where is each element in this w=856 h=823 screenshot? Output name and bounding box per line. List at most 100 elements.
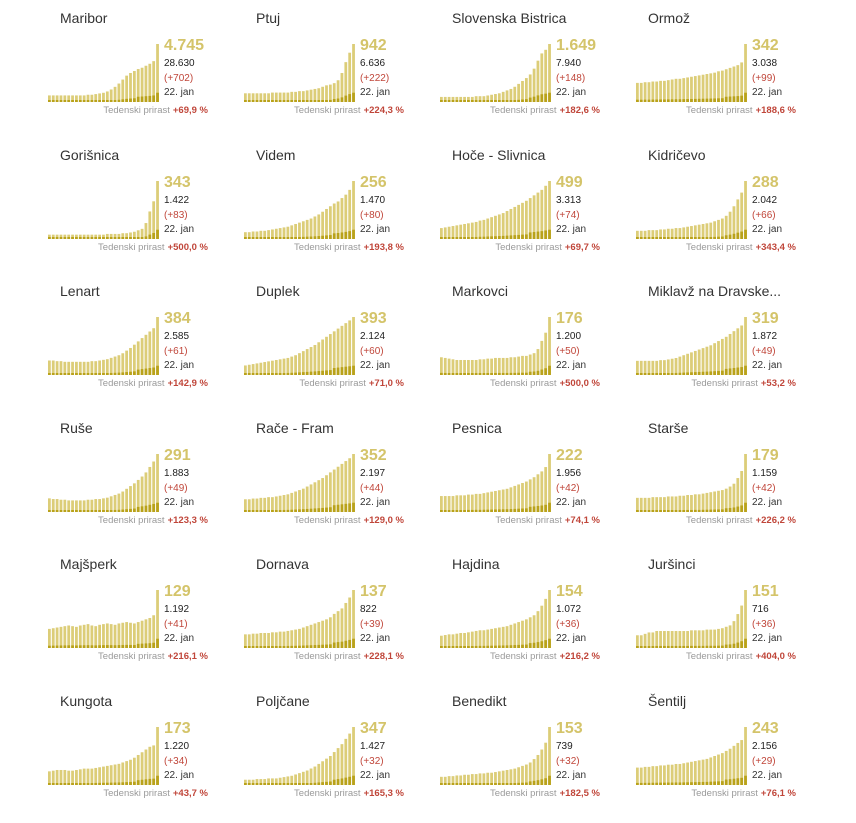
sparkline-bar-new (301, 782, 305, 785)
sparkline-bar (298, 353, 301, 375)
sparkline-bar (286, 775, 290, 785)
sparkline-bar-new (102, 373, 105, 375)
sparkline-bar-new (309, 782, 313, 785)
sparkline-bar (666, 631, 670, 648)
sparkline-bar-new (744, 638, 747, 648)
sparkline-bar-new (352, 775, 355, 785)
sparkline-bar (55, 361, 59, 375)
sparkline-bar-new (328, 234, 332, 239)
sparkline-bar-new (639, 99, 643, 102)
sparkline-bar-new (524, 99, 528, 102)
sparkline-bar (121, 353, 125, 375)
weekly-growth-value: +129,0 % (363, 514, 404, 526)
sparkline-bar (86, 361, 90, 375)
sparkline-bar (102, 234, 105, 239)
sparkline-bar (148, 331, 152, 375)
sparkline-bar (486, 491, 490, 512)
municipality-card: Poljčane 347 1.427 (+32) 22. jan Tedenski pri… (240, 687, 436, 823)
sparkline-bar-new (305, 100, 309, 102)
date-label: 22. jan (360, 496, 391, 508)
sparkline-bar (639, 360, 643, 375)
sparkline-bar-new (132, 508, 136, 512)
sparkline-bar (267, 361, 270, 375)
sparkline-bar (94, 767, 98, 785)
sparkline-bar-new (344, 503, 348, 512)
sparkline-bar-new (298, 645, 301, 648)
sparkline-bar-new (521, 372, 524, 375)
sparkline-bar-new (744, 502, 747, 512)
sparkline-bar-new (156, 775, 159, 785)
sparkline-bar-new (674, 781, 678, 785)
sparkline-bar-new (647, 509, 651, 512)
sparkline-bar (321, 86, 325, 102)
sparkline-bar (148, 466, 152, 512)
sparkline-bar-new (278, 509, 282, 512)
sparkline-bar (740, 62, 744, 102)
sparkline-bar (686, 77, 689, 102)
total-cases-value: 6.636 (360, 58, 386, 69)
sparkline-bar (724, 69, 728, 102)
sparkline-bar (532, 476, 536, 512)
sparkline-bar-new (705, 98, 709, 102)
sparkline-bar (686, 762, 689, 785)
municipality-card: Pesnica 222 1.956 (+42) 22. jan Tedenski prir… (436, 414, 632, 550)
sparkline-bar-new (82, 645, 86, 648)
sparkline-bar-new (678, 509, 682, 512)
total-cases-value: 2.197 (360, 467, 386, 479)
sparkline-bar (313, 88, 317, 102)
sparkline-bar (301, 351, 305, 375)
sparkline-bar (701, 74, 705, 102)
sparkline-bar (451, 96, 455, 102)
sparkline-bar (140, 476, 144, 512)
municipality-card: Slovenska Bistrica 1.649 7.940 (+148) 22. ja… (436, 4, 632, 140)
sparkline-bar (263, 93, 267, 102)
sparkline-bar-new (286, 509, 290, 512)
sparkline-bar-new (274, 100, 278, 102)
total-cases-value: 1.883 (164, 467, 190, 479)
sparkline-bar-new (666, 645, 670, 648)
sparkline-bar-new (713, 98, 717, 102)
sparkline-bar-new (109, 509, 113, 512)
sparkline-bar-new (332, 504, 336, 512)
sparkline-bar (328, 205, 332, 239)
sparkline-bar (117, 233, 121, 239)
sparkline-bar (152, 615, 156, 648)
sparkline-bar (255, 230, 259, 239)
sparkline-bar (129, 231, 132, 239)
sparkline-bar-new (470, 782, 474, 785)
sparkline-bar-new (678, 236, 682, 239)
sparkline-bar (336, 200, 340, 239)
sparkline-bar (121, 622, 125, 648)
sparkline-bar (132, 623, 136, 648)
sparkline-bar-new (67, 373, 71, 375)
sparkline-bar-new (636, 373, 639, 375)
sparkline-bar (717, 71, 720, 102)
total-cases-value: 1.470 (360, 194, 386, 206)
sparkline-bar-new (325, 781, 328, 785)
sparkline-bar (94, 234, 98, 239)
date-label: 22. jan (164, 633, 195, 644)
sparkline-bar (332, 613, 336, 648)
sparkline-bar-new (71, 645, 74, 648)
sparkline-bar-new (313, 782, 317, 785)
sparkline-bar-new (309, 645, 313, 648)
sparkline-bar (109, 89, 113, 102)
sparkline-bar-new (86, 782, 90, 785)
sparkline-bar-new (267, 782, 270, 785)
sparkline-bar (305, 219, 309, 239)
sparkline-bar-new (267, 373, 270, 375)
date-label: 22. jan (556, 633, 587, 644)
sparkline-bar-new (59, 645, 63, 648)
sparkline-bar (451, 359, 455, 375)
sparkline-bar (736, 742, 740, 785)
sparkline-bar (55, 95, 59, 102)
sparkline-bar (463, 359, 466, 375)
sparkline-bar (639, 82, 643, 102)
sparkline-bar-new (447, 782, 451, 785)
sparkline-bar (109, 357, 113, 375)
sparkline-bar-new (125, 372, 129, 375)
sparkline-bar-new (344, 231, 348, 239)
sparkline-bar (740, 470, 744, 512)
sparkline-bar-new (255, 509, 259, 512)
sparkline-bar (470, 359, 474, 375)
